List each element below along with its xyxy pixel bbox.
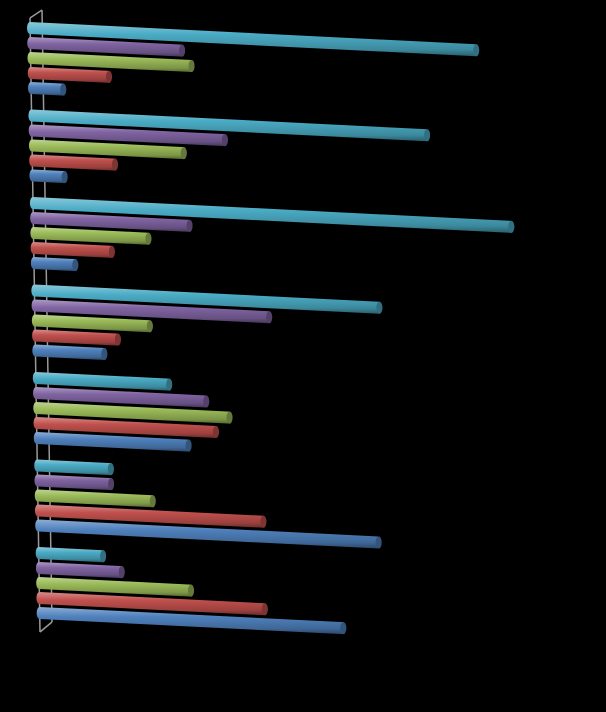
bar-6-series-2 <box>34 474 115 491</box>
bar-group-4 <box>31 284 383 360</box>
bar-cap-5-series-3 <box>226 411 233 424</box>
bar-cap-7-series-5 <box>340 622 347 635</box>
bar-cap-4-series-1 <box>376 301 383 314</box>
bar-cap-4-series-2 <box>266 311 273 324</box>
bar-5-series-4 <box>33 417 219 438</box>
bar-cap-3-series-3 <box>145 232 152 245</box>
bar-cap-5-series-4 <box>212 425 219 438</box>
bar-cap-6-series-1 <box>107 463 114 476</box>
bar-4-series-2 <box>31 299 273 324</box>
bar-cap-3-series-4 <box>108 245 115 258</box>
bar-cap-7-series-3 <box>187 584 194 597</box>
bar-4-series-3 <box>31 314 153 333</box>
bar-4-series-1 <box>31 284 383 314</box>
bar-cap-1-series-4 <box>105 70 112 83</box>
bar-6-series-4 <box>34 504 267 528</box>
axis-cap-top <box>29 9 43 19</box>
bar-group-5 <box>32 372 233 452</box>
bar-cap-6-series-3 <box>149 495 156 508</box>
bar-cap-6-series-5 <box>375 536 382 549</box>
bar-1-series-4 <box>27 67 112 83</box>
bar-2-series-5 <box>29 169 68 184</box>
bar-3-series-3 <box>30 227 152 245</box>
bar-cap-6-series-4 <box>260 515 267 528</box>
bar-3-series-4 <box>30 242 115 258</box>
bar-cap-7-series-2 <box>118 566 125 579</box>
bar-4-series-4 <box>32 329 121 346</box>
bar-3-series-1 <box>29 197 515 233</box>
bar-5-series-3 <box>33 402 233 424</box>
bar-2-series-1 <box>28 109 431 142</box>
bar-7-series-1 <box>35 547 107 563</box>
bar-cap-7-series-4 <box>261 603 268 616</box>
bar-cap-2-series-5 <box>61 171 68 184</box>
bar-cap-7-series-1 <box>100 550 107 563</box>
bar-cap-5-series-5 <box>185 439 192 452</box>
bar-4-series-5 <box>32 344 108 360</box>
bar-cap-4-series-5 <box>101 347 108 360</box>
bar-3-series-2 <box>30 212 193 232</box>
bar-7-series-3 <box>36 577 194 597</box>
bar-group-2 <box>28 109 431 184</box>
bar-1-series-3 <box>27 52 195 73</box>
bar-cap-5-series-2 <box>203 395 210 408</box>
bar-5-series-2 <box>33 387 210 408</box>
bar-cap-3-series-1 <box>508 220 515 233</box>
bar-cap-1-series-3 <box>188 60 195 73</box>
bar-cap-1-series-1 <box>473 44 480 57</box>
axis-cap-bottom <box>39 621 53 633</box>
bar-cap-4-series-3 <box>146 320 153 333</box>
bar-2-series-4 <box>29 154 118 171</box>
bar-1-series-1 <box>27 22 480 57</box>
bar-cap-1-series-5 <box>60 83 67 96</box>
bar-1-series-2 <box>27 37 186 57</box>
bar-6-series-1 <box>34 459 114 476</box>
bar-cap-4-series-4 <box>114 333 121 346</box>
bar-6-series-5 <box>35 519 382 549</box>
bar-cap-2-series-3 <box>180 147 187 160</box>
bar-cap-2-series-1 <box>424 129 431 142</box>
bar-cap-1-series-2 <box>179 44 186 57</box>
bar-cap-2-series-4 <box>111 158 118 171</box>
bar-2-series-2 <box>28 124 228 147</box>
bar-3-series-5 <box>30 257 79 272</box>
bar-2-series-3 <box>28 139 187 160</box>
bar-cap-5-series-1 <box>166 378 173 391</box>
bar-cap-3-series-2 <box>186 219 193 232</box>
bar-5-series-1 <box>32 372 173 391</box>
bar-5-series-5 <box>33 432 192 452</box>
bars-layer <box>27 22 515 635</box>
bar-cap-3-series-5 <box>72 259 79 272</box>
bar-7-series-5 <box>36 607 347 635</box>
bar-6-series-3 <box>34 489 156 508</box>
bar-1-series-5 <box>27 82 67 96</box>
bar-group-7 <box>35 547 347 635</box>
bar-group-6 <box>34 459 382 549</box>
bar-cap-6-series-2 <box>108 478 115 491</box>
bar-cap-2-series-2 <box>221 134 228 147</box>
bar-group-3 <box>29 197 515 272</box>
bar-group-1 <box>27 22 480 96</box>
bar-7-series-4 <box>36 592 268 616</box>
bar-7-series-2 <box>35 562 125 579</box>
